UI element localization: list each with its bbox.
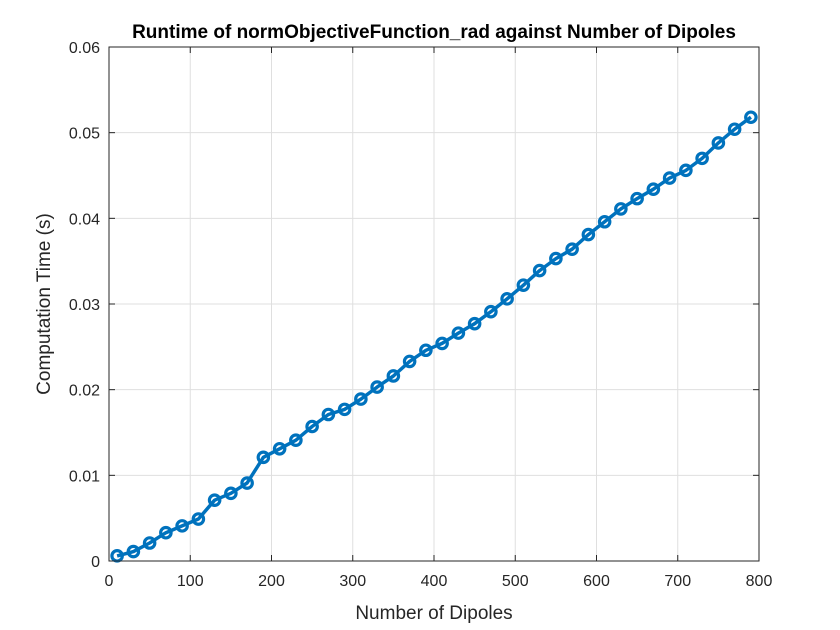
data-point: [386, 369, 401, 383]
series-layer: [110, 110, 758, 563]
data-point: [126, 544, 141, 559]
data-point: [744, 110, 758, 125]
data-point: [256, 450, 271, 465]
data-point: [159, 525, 173, 540]
data-point: [630, 191, 644, 206]
ticks: 0 100 200 300 400 500 600 700 800 0 0.01 0.02 0.03 0.…: [69, 40, 773, 590]
data-point: [614, 202, 628, 216]
data-point: [500, 292, 514, 306]
data-point: [662, 171, 677, 185]
data-point: [711, 136, 726, 150]
data-point: [305, 419, 319, 434]
data-point: [370, 380, 384, 394]
y-axis-label: Computation Time (s): [34, 213, 55, 395]
data-point: [142, 536, 157, 550]
data-point: [191, 512, 206, 526]
data-point: [289, 433, 303, 448]
data-point: [337, 402, 352, 417]
x-tick-label: 600: [583, 573, 610, 590]
x-tick-label: 500: [502, 573, 529, 590]
data-point: [224, 486, 238, 501]
x-axis-label: Number of Dipoles: [355, 603, 512, 624]
y-tick-label: 0.05: [69, 126, 100, 143]
data-point: [467, 316, 482, 331]
data-point: [679, 163, 693, 178]
y-tick-label: 0.03: [69, 297, 100, 314]
data-point: [419, 343, 433, 358]
grid: [109, 47, 759, 561]
chart-title: Runtime of normObjectiveFunction_rad aga…: [132, 22, 736, 43]
data-point: [695, 151, 709, 166]
x-tick-label: 200: [258, 573, 285, 590]
data-point: [354, 392, 368, 406]
x-tick-label: 400: [421, 573, 448, 590]
y-tick-label: 0: [91, 554, 100, 571]
data-point: [597, 214, 612, 229]
x-tick-label: 300: [339, 573, 366, 590]
data-point: [175, 519, 189, 533]
series-line: [116, 115, 752, 558]
data-point: [727, 122, 742, 137]
data-point: [207, 493, 222, 507]
x-tick-label: 700: [664, 573, 691, 590]
data-point: [435, 336, 449, 351]
data-point: [321, 407, 336, 422]
y-tick-label: 0.02: [69, 383, 100, 400]
data-point: [565, 242, 579, 256]
data-point: [516, 278, 531, 292]
data-point: [484, 304, 498, 319]
y-tick-label: 0.04: [69, 211, 100, 228]
data-point: [581, 227, 596, 242]
data-point: [402, 354, 417, 369]
data-point: [549, 251, 563, 266]
data-point: [272, 441, 287, 456]
x-tick-label: 800: [746, 573, 773, 590]
data-point: [646, 182, 661, 197]
x-tick-label: 100: [177, 573, 204, 590]
y-tick-label: 0.06: [69, 40, 100, 57]
x-tick-label: 0: [105, 573, 114, 590]
y-tick-label: 0.01: [69, 468, 100, 485]
data-point: [532, 263, 547, 278]
data-point: [451, 326, 466, 340]
data-point: [240, 476, 254, 490]
